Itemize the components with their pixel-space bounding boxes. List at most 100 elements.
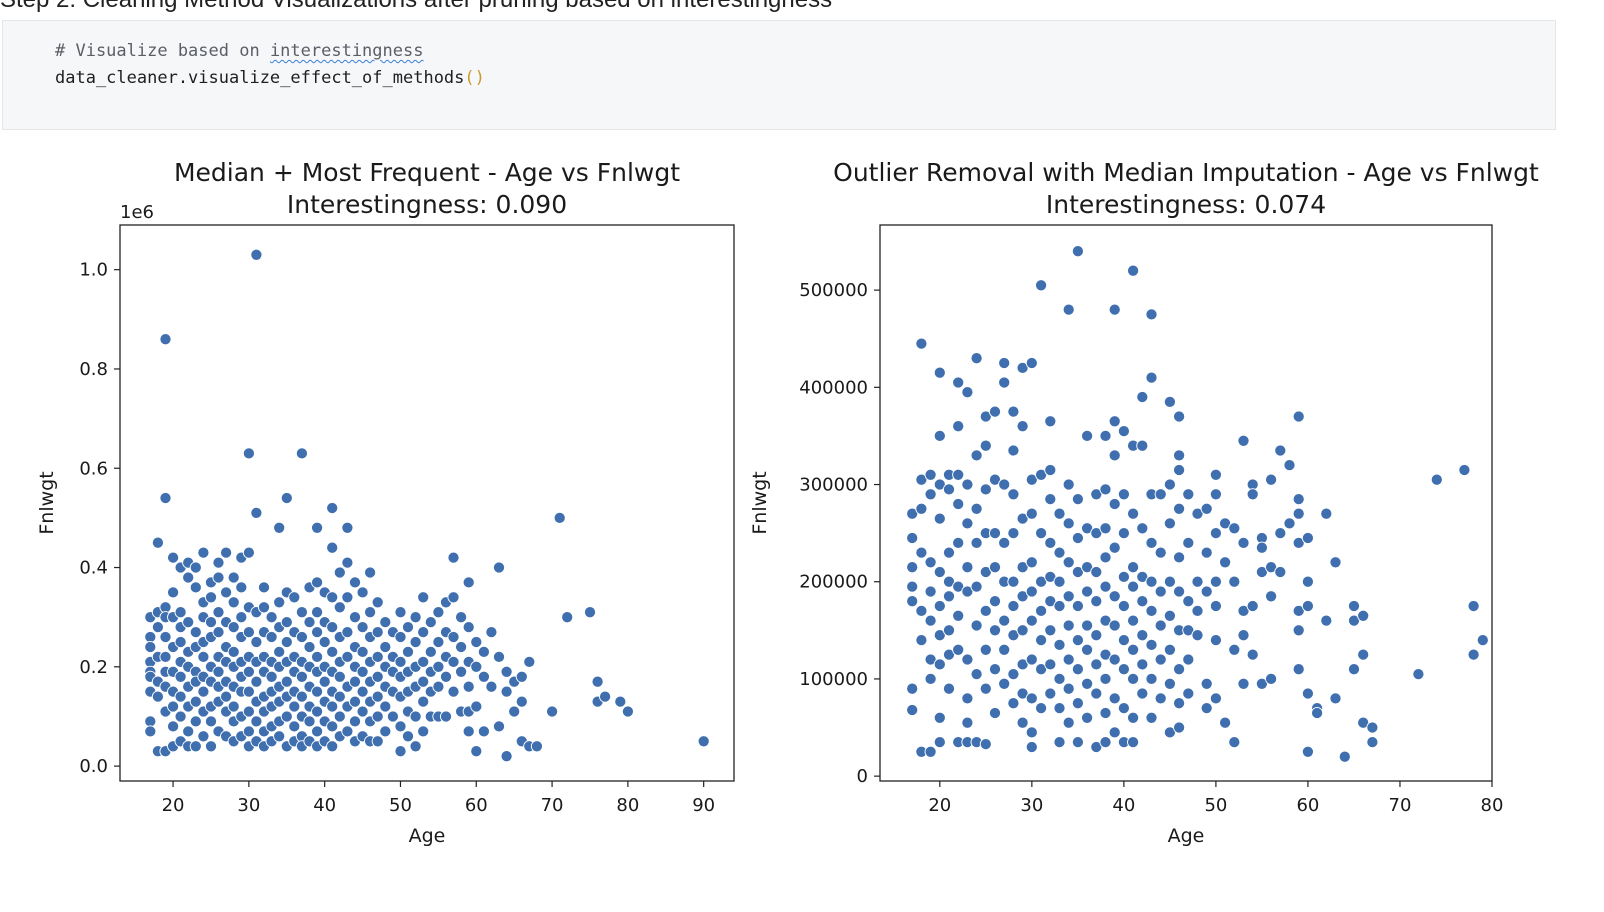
y-axis-offset-label: 1e6 bbox=[120, 202, 154, 223]
data-point bbox=[906, 595, 919, 608]
data-point bbox=[1209, 599, 1222, 613]
data-point bbox=[333, 566, 346, 579]
data-point bbox=[197, 650, 210, 663]
spellcheck-flagged-word: interestingness bbox=[269, 41, 424, 61]
data-point bbox=[1173, 410, 1186, 423]
data-point bbox=[1255, 541, 1268, 554]
data-point bbox=[1292, 604, 1305, 617]
data-point bbox=[1099, 522, 1112, 535]
data-point bbox=[1044, 493, 1057, 506]
data-point bbox=[1265, 672, 1278, 685]
data-point bbox=[1071, 697, 1084, 710]
data-point bbox=[379, 700, 392, 713]
data-point bbox=[167, 700, 180, 713]
data-point bbox=[961, 716, 974, 729]
data-point bbox=[1053, 736, 1066, 749]
data-point bbox=[1025, 356, 1038, 370]
x-tick-label: 20 bbox=[928, 795, 951, 816]
data-point bbox=[318, 675, 331, 688]
data-point bbox=[1081, 643, 1094, 656]
data-point bbox=[333, 670, 346, 683]
data-point bbox=[1219, 517, 1232, 530]
data-point bbox=[432, 635, 445, 649]
data-point bbox=[1117, 570, 1130, 583]
data-point bbox=[924, 614, 937, 627]
data-point bbox=[288, 700, 301, 713]
data-point bbox=[1200, 677, 1213, 690]
y-tick-label: 0 bbox=[857, 766, 868, 787]
data-point bbox=[417, 675, 430, 688]
data-point bbox=[401, 645, 415, 658]
data-point bbox=[1209, 488, 1222, 501]
y-tick-label: 1.0 bbox=[79, 260, 108, 281]
axes-frame bbox=[119, 224, 735, 782]
data-point bbox=[439, 670, 453, 683]
data-point bbox=[1007, 405, 1020, 418]
data-point bbox=[1025, 653, 1038, 666]
function-call-text: data_cleaner.visualize_effect_of_methods bbox=[55, 68, 465, 88]
data-point bbox=[1283, 459, 1296, 472]
data-point bbox=[906, 580, 919, 593]
y-tick-label: 500000 bbox=[799, 280, 868, 301]
data-point bbox=[303, 616, 316, 629]
data-point bbox=[492, 650, 506, 663]
data-point bbox=[235, 611, 248, 624]
data-point bbox=[1099, 614, 1112, 627]
data-point bbox=[326, 621, 339, 634]
data-point bbox=[970, 619, 983, 632]
data-point bbox=[204, 591, 218, 604]
data-point bbox=[988, 706, 1002, 720]
data-point bbox=[952, 580, 965, 593]
data-point bbox=[189, 626, 202, 639]
data-point bbox=[235, 581, 248, 594]
data-point bbox=[1117, 634, 1130, 647]
data-point bbox=[394, 745, 407, 758]
data-point bbox=[952, 609, 965, 622]
data-point bbox=[988, 527, 1002, 540]
data-point bbox=[1219, 556, 1232, 569]
data-point bbox=[1338, 750, 1351, 763]
data-point bbox=[1430, 473, 1443, 486]
data-point bbox=[1311, 706, 1324, 720]
data-point bbox=[295, 670, 308, 683]
data-point bbox=[1053, 638, 1066, 651]
data-point bbox=[1108, 303, 1121, 316]
data-point bbox=[961, 478, 974, 491]
data-point bbox=[250, 506, 263, 519]
data-point bbox=[1136, 687, 1149, 700]
data-point bbox=[988, 405, 1002, 418]
data-point bbox=[348, 715, 362, 728]
data-point bbox=[979, 643, 992, 656]
x-tick-label: 70 bbox=[1389, 795, 1412, 816]
code-cell[interactable]: # Visualize based on interestingness dat… bbox=[2, 20, 1556, 130]
data-point bbox=[1044, 536, 1057, 549]
data-point bbox=[280, 635, 293, 649]
data-point bbox=[1292, 493, 1305, 506]
data-point bbox=[1163, 517, 1176, 530]
data-point bbox=[1099, 706, 1112, 720]
data-point bbox=[311, 725, 324, 738]
data-point bbox=[933, 429, 946, 442]
data-point bbox=[1145, 604, 1158, 617]
data-point bbox=[189, 561, 202, 574]
data-point bbox=[280, 675, 293, 688]
data-point bbox=[348, 611, 362, 624]
data-point bbox=[424, 645, 437, 658]
data-point bbox=[1145, 638, 1158, 651]
data-point bbox=[1228, 522, 1241, 535]
data-point bbox=[1053, 575, 1066, 588]
chart-title: Outlier Removal with Median Imputation -… bbox=[833, 158, 1539, 187]
data-point bbox=[998, 356, 1011, 370]
data-point bbox=[318, 635, 331, 649]
data-point bbox=[1209, 527, 1222, 540]
code-comment-line: # Visualize based on interestingness bbox=[55, 41, 423, 61]
data-point bbox=[942, 483, 956, 496]
data-point bbox=[432, 660, 445, 673]
data-point bbox=[952, 420, 965, 433]
data-point bbox=[1182, 595, 1195, 608]
data-point bbox=[470, 700, 483, 713]
data-point bbox=[1071, 663, 1084, 676]
data-point bbox=[371, 735, 384, 748]
data-point bbox=[227, 645, 240, 658]
data-point bbox=[1108, 653, 1121, 666]
